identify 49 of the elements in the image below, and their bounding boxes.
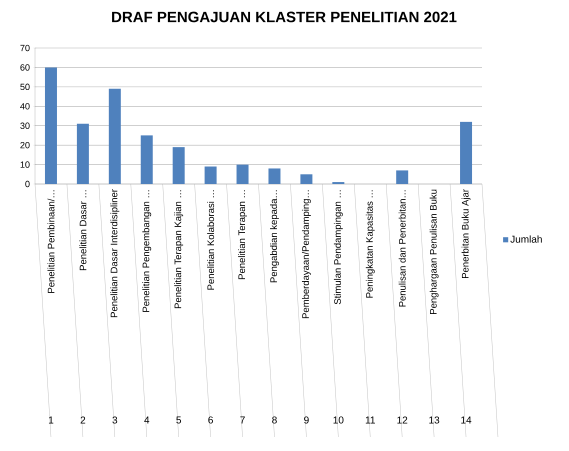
bar (268, 168, 280, 184)
chart-title: DRAF PENGAJUAN KLASTER PENELITIAN 2021 (112, 12, 456, 22)
text: 13 (429, 416, 440, 424)
text: 2 (80, 416, 86, 424)
bar (396, 170, 408, 184)
text: 9 (304, 416, 309, 424)
text: 4 (144, 416, 150, 424)
bar (300, 174, 312, 184)
x-tick-label: Penelitian Pengembangan … (142, 190, 152, 312)
x-tick-label: Penerbitan Buku Ajar (462, 189, 470, 278)
y-tick-label: 0 (25, 180, 30, 188)
y-tick-label: 10 (20, 161, 30, 168)
text: 5 (176, 416, 182, 424)
x-tick-label: Penelitian Kolaborasi … (207, 190, 214, 290)
x-tick-label: Stimulan Pendampingan … (334, 190, 343, 304)
y-tick-label: 70 (20, 44, 30, 52)
text: 1 (48, 416, 54, 424)
legend-label: Jumlah (510, 235, 542, 243)
text: 8 (272, 416, 277, 424)
y-tick-label: 60 (20, 64, 30, 71)
x-tick-label: Penulisan dan Penerbitan… (398, 190, 406, 307)
bar (140, 135, 153, 184)
text: 14 (461, 416, 472, 424)
text: 12 (397, 416, 408, 424)
y-tick-label: 40 (20, 103, 30, 110)
x-tick-label: Penelitian Terapan Kajian … (174, 190, 184, 308)
x-tick-label: Penelitian Dasar … (79, 190, 86, 270)
bar (76, 124, 89, 184)
x-tick-label: Penghargaan Penulisan Buku (430, 190, 439, 314)
text: 7 (240, 416, 245, 424)
text: 10 (334, 416, 344, 424)
x-tick-label: Penelitian Pembinaan/… (47, 190, 54, 293)
bar (236, 164, 249, 184)
x-tick-label: Pemberdayaan/Pendamping… (302, 190, 311, 318)
x-tick-label: Penelitian Dasar Interdisipliner (110, 189, 120, 318)
text: 6 (208, 416, 213, 424)
y-tick-label: 50 (20, 84, 30, 90)
text: 11 (366, 416, 375, 424)
text: 3 (112, 416, 118, 424)
bar (108, 88, 121, 184)
bar (204, 166, 217, 184)
y-tick-label: 30 (20, 122, 30, 129)
y-tick-label: 20 (20, 142, 30, 148)
bar (172, 147, 185, 184)
bar (460, 122, 472, 184)
x-tick-label: Penelitian Terapan … (238, 190, 247, 280)
x-tick-label: Pengabdian kepada… (270, 190, 279, 282)
x-tick-label: Peningkatan Kapasitas … (366, 190, 375, 298)
bar (44, 67, 57, 184)
